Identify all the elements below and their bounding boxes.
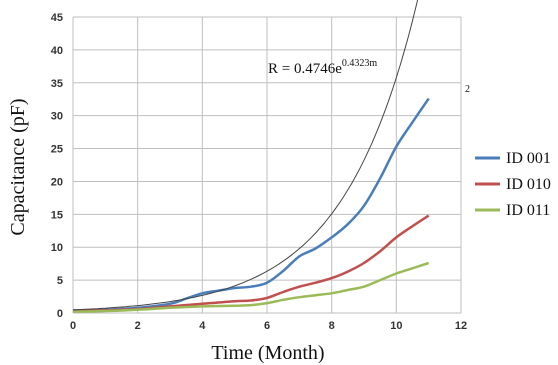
x-tick-label: 10	[390, 320, 402, 332]
y-tick-label: 25	[51, 144, 63, 156]
legend-label-id-001: ID 001	[506, 150, 551, 167]
y-tick-label: 5	[57, 275, 63, 287]
x-tick-label: 6	[264, 320, 270, 332]
trendline-exponent: 0.4323m	[342, 58, 378, 69]
y-tick-label: 15	[51, 209, 63, 221]
legend-label-id-011: ID 011	[506, 202, 550, 219]
trendline-exponential	[72, 0, 419, 311]
x-tick-label: 0	[70, 320, 76, 332]
x-tick-label: 2	[135, 320, 141, 332]
grid-lines	[72, 16, 462, 314]
series-lines	[72, 0, 430, 313]
y-tick-label: 40	[51, 45, 63, 57]
y-axis-title: Capacitance (pF)	[7, 98, 29, 235]
legend: ID 001 ID 010 ID 011	[475, 150, 551, 219]
x-tick-label: 12	[455, 320, 467, 332]
x-tick-label: 4	[199, 320, 206, 332]
y-tick-label: 45	[51, 12, 63, 24]
y-tick-label: 0	[57, 308, 63, 320]
series-line-id-011	[72, 261, 430, 313]
series-line-id-001	[72, 97, 430, 312]
y-tick-label: 20	[51, 176, 63, 188]
y-tick-label: 10	[51, 242, 63, 254]
trendline-r-squared-suffix: 2	[465, 84, 470, 95]
legend-label-id-010: ID 010	[506, 176, 551, 193]
trendline-equation: R = 0.4746e	[268, 61, 342, 77]
series-line-id-010	[72, 214, 430, 313]
y-tick-labels: 0 5 10 15 20 25 30 35 40 45	[51, 12, 63, 320]
x-tick-label: 8	[329, 320, 335, 332]
x-axis-title: Time (Month)	[211, 342, 324, 364]
y-tick-label: 30	[51, 111, 63, 123]
x-tick-labels: 0 2 4 6 8 10 12	[70, 320, 467, 332]
y-tick-label: 35	[51, 78, 63, 90]
